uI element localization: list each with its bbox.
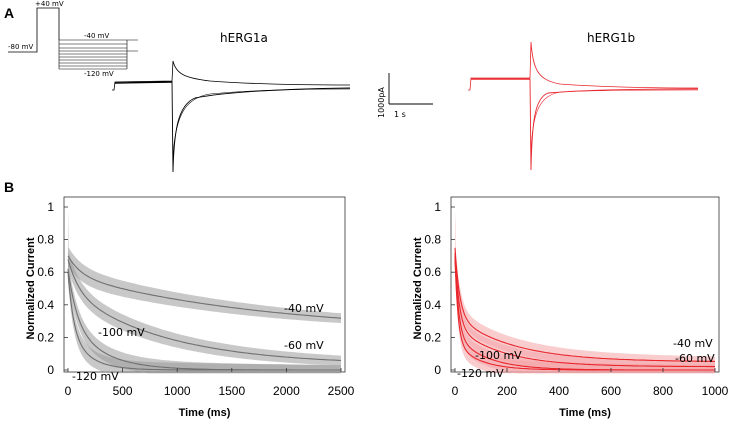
chart-herg1b-ylabel: Normalized Current <box>412 237 424 339</box>
series-line-0 <box>454 247 716 362</box>
chart-herg1a: 0 500 1000 1500 2000 2500 0 0.2 0.4 0.6 0.8 1 Time … <box>25 196 355 419</box>
herg1b-trace-mid <box>530 89 699 151</box>
chart-herg1b-bands <box>455 210 715 374</box>
chart-herg1b-label-m100: -100 mV <box>475 349 522 362</box>
y-tick-label: 0.2 <box>424 330 441 344</box>
y-tick-label: 0.4 <box>37 298 54 312</box>
x-tick-label: 2500 <box>328 384 355 398</box>
y-tick-label: 0.8 <box>424 233 441 247</box>
x-tick-label: 1000 <box>164 384 191 398</box>
series-line-3 <box>454 259 715 371</box>
y-tick-label: 0 <box>434 363 441 377</box>
y-tick-label: 0.6 <box>37 265 54 279</box>
x-tick-label: 1500 <box>218 384 245 398</box>
y-tick-label: 0.4 <box>424 298 441 312</box>
chart-herg1b-xlabel: Time (ms) <box>559 407 611 419</box>
band-3 <box>455 210 715 374</box>
band-3 <box>68 210 341 374</box>
chart-herg1a-ticks: 0 500 1000 1500 2000 2500 0 0.2 0.4 0.6 0.8 1 <box>37 200 354 398</box>
y-tick-label: 0 <box>47 363 54 377</box>
x-tick-label: 0 <box>452 384 459 398</box>
herg1a-trace-mid <box>172 88 351 156</box>
herg1b-raw-traces <box>468 41 699 171</box>
chart-herg1a-xlabel: Time (ms) <box>179 407 231 419</box>
panel-a-label: A <box>4 5 14 21</box>
chart-herg1a-label-m40: -40 mV <box>284 302 324 315</box>
chart-herg1a-lines <box>67 255 342 371</box>
chart-herg1a-ylabel: Normalized Current <box>25 237 37 339</box>
y-tick-label: 1 <box>47 200 54 214</box>
title-herg1a: hERG1a <box>220 31 268 45</box>
scale-bar: 1000pA 1 s <box>377 73 433 119</box>
herg1b-trace-upper <box>468 41 699 91</box>
chart-herg1a-label-m60: -60 mV <box>284 339 324 352</box>
series-line-0 <box>67 255 342 319</box>
band-1 <box>68 210 341 366</box>
herg1a-trace-upper <box>112 60 351 91</box>
band-0 <box>68 210 341 324</box>
herg1a-trace-baseline <box>114 81 173 84</box>
x-tick-label: 200 <box>497 384 517 398</box>
x-tick-label: 1000 <box>702 384 729 398</box>
x-tick-label: 2000 <box>273 384 300 398</box>
chart-herg1b-ticks: 0 200 400 600 800 1000 0 0.2 0.4 0.6 0.8 1 <box>424 200 728 398</box>
chart-herg1b: 0 200 400 600 800 1000 0 0.2 0.4 0.6 0.8 1 Time (ms… <box>412 196 729 419</box>
y-tick-label: 0.2 <box>37 330 54 344</box>
x-tick-label: 0 <box>65 384 72 398</box>
chart-herg1a-bands <box>68 210 341 374</box>
x-tick-label: 400 <box>549 384 569 398</box>
x-tick-label: 500 <box>113 384 133 398</box>
protocol-outline <box>8 7 60 53</box>
chart-herg1b-label-m40: -40 mV <box>673 337 713 350</box>
series-line-3 <box>67 272 341 371</box>
herg1b-trace-lower <box>529 78 699 171</box>
x-tick-label: 800 <box>653 384 673 398</box>
protocol-steps <box>58 39 138 70</box>
chart-herg1a-label-m100: -100 mV <box>98 326 145 339</box>
protocol-minus40: -40 mV <box>84 32 109 40</box>
protocol-minus80: -80 mV <box>8 43 33 51</box>
herg1a-raw-traces <box>112 60 351 173</box>
chart-herg1b-label-m60: -60 mV <box>675 352 715 365</box>
y-tick-label: 1 <box>434 200 441 214</box>
chart-herg1a-label-m120: -120 mV <box>72 370 119 383</box>
scale-current-label: 1000pA <box>377 87 386 118</box>
panel-b-label: B <box>4 179 14 195</box>
herg1a-trace-lower <box>171 80 351 173</box>
x-tick-label: 600 <box>601 384 621 398</box>
chart-herg1b-lines <box>454 247 716 371</box>
title-herg1b: hERG1b <box>587 31 635 45</box>
chart-herg1b-label-m120: -120 mV <box>457 367 504 380</box>
y-tick-label: 0.8 <box>37 233 54 247</box>
series-line-1 <box>454 252 715 368</box>
y-tick-label: 0.6 <box>424 265 441 279</box>
voltage-protocol <box>8 7 138 70</box>
protocol-plus40: +40 mV <box>35 0 64 8</box>
series-line-1 <box>67 259 342 362</box>
scale-time-label: 1 s <box>394 110 406 119</box>
protocol-minus120: -120 mV <box>84 70 114 78</box>
